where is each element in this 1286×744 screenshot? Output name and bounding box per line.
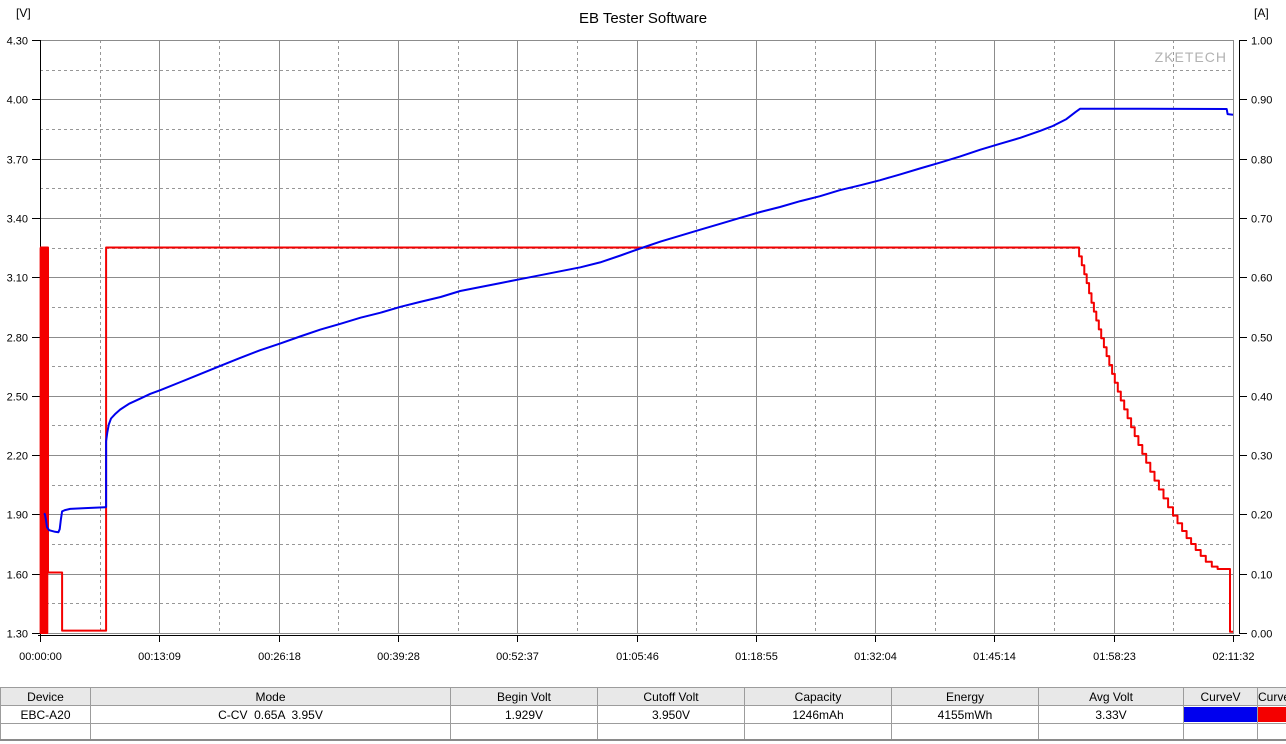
svg-text:0.00: 0.00: [1251, 629, 1272, 641]
svg-text:3.70: 3.70: [7, 155, 28, 167]
chart-canvas: ZKETECH 4.30 4.00 3.70 3.40 3.10 2.80 2.50 2.20 1…: [7, 36, 1273, 664]
avg-volt-value: 3.33V: [1038, 705, 1184, 724]
col-header-avg-volt: Avg Volt: [1038, 687, 1184, 706]
capacity-value: 1246mAh: [744, 705, 892, 724]
col-header-device: Device: [0, 687, 91, 706]
col-header-energy: Energy: [891, 687, 1039, 706]
device-value: EBC-A20: [0, 705, 91, 724]
begin-volt-value: 1.929V: [450, 705, 598, 724]
svg-text:01:32:04: 01:32:04: [854, 651, 897, 663]
svg-text:01:58:23: 01:58:23: [1093, 651, 1136, 663]
col-header-cutoff-volt: Cutoff Volt: [597, 687, 745, 706]
curve-a-swatch-cell[interactable]: [1257, 705, 1286, 724]
svg-text:4.00: 4.00: [7, 95, 28, 107]
svg-text:00:13:09: 00:13:09: [138, 651, 181, 663]
svg-text:3.40: 3.40: [7, 214, 28, 226]
col-header-capacity: Capacity: [744, 687, 892, 706]
svg-text:00:26:18: 00:26:18: [258, 651, 301, 663]
col-header-begin-volt: Begin Volt: [450, 687, 598, 706]
grid-major: [40, 40, 1233, 633]
time-axis: 00:00:00 00:13:09 00:26:18 00:39:28 00:52:37…: [19, 635, 1255, 663]
col-header-curve-a: CurveA: [1257, 687, 1286, 706]
svg-text:02:11:32: 02:11:32: [1212, 651, 1254, 663]
svg-text:0.10: 0.10: [1251, 570, 1272, 582]
svg-text:00:00:00: 00:00:00: [19, 651, 62, 663]
current-curve-swatch[interactable]: [1258, 707, 1286, 722]
svg-text:0.30: 0.30: [1251, 451, 1272, 463]
table-header-row: Device Mode Begin Volt Cutoff Volt Capac…: [0, 687, 1286, 706]
svg-text:0.60: 0.60: [1251, 273, 1272, 285]
svg-text:1.90: 1.90: [7, 510, 28, 522]
current-axis: 1.00 0.90 0.80 0.70 0.60 0.50 0.40 0.30 0.20 0.10…: [1239, 36, 1272, 641]
svg-text:2.80: 2.80: [7, 333, 28, 345]
svg-text:1.30: 1.30: [7, 629, 28, 641]
chart-title: EB Tester Software: [578, 10, 708, 27]
svg-text:3.10: 3.10: [7, 273, 28, 285]
curve-v-swatch-cell[interactable]: [1183, 705, 1258, 724]
svg-text:1.00: 1.00: [1251, 36, 1272, 48]
table-data-row: EBC-A20 C-CV 0.65A 3.95V 1.929V 3.950V 1…: [0, 705, 1286, 724]
svg-text:2.50: 2.50: [7, 392, 28, 404]
svg-text:00:52:37: 00:52:37: [496, 651, 539, 663]
current-curve: [39, 246, 1233, 634]
watermark-text: ZKETECH: [1155, 49, 1227, 65]
voltage-curve-swatch[interactable]: [1184, 707, 1257, 722]
col-header-mode: Mode: [90, 687, 451, 706]
svg-text:00:39:28: 00:39:28: [377, 651, 420, 663]
svg-text:01:05:46: 01:05:46: [616, 651, 659, 663]
voltage-axis: 4.30 4.00 3.70 3.40 3.10 2.80 2.50 2.20 1.90 1.60…: [7, 36, 41, 641]
svg-text:0.50: 0.50: [1251, 333, 1272, 345]
svg-text:0.70: 0.70: [1251, 214, 1272, 226]
svg-text:2.20: 2.20: [7, 451, 28, 463]
svg-text:1.60: 1.60: [7, 570, 28, 582]
svg-text:0.90: 0.90: [1251, 95, 1272, 107]
current-axis-unit: [A]: [1254, 6, 1269, 20]
energy-value: 4155mWh: [891, 705, 1039, 724]
voltage-axis-unit: [V]: [16, 6, 31, 20]
mode-value: C-CV 0.65A 3.95V: [90, 705, 451, 724]
svg-text:0.80: 0.80: [1251, 155, 1272, 167]
voltage-curve: [43, 107, 1234, 534]
svg-text:4.30: 4.30: [7, 36, 28, 48]
svg-text:01:18:55: 01:18:55: [735, 651, 778, 663]
svg-text:01:45:14: 01:45:14: [973, 651, 1016, 663]
svg-text:0.20: 0.20: [1251, 510, 1272, 522]
svg-text:0.40: 0.40: [1251, 392, 1272, 404]
table-empty-row: [0, 723, 1286, 741]
grid-minor: [40, 40, 1233, 633]
cutoff-volt-value: 3.950V: [597, 705, 745, 724]
results-table: Device Mode Begin Volt Cutoff Volt Capac…: [0, 687, 1286, 741]
col-header-curve-v: CurveV: [1183, 687, 1258, 706]
